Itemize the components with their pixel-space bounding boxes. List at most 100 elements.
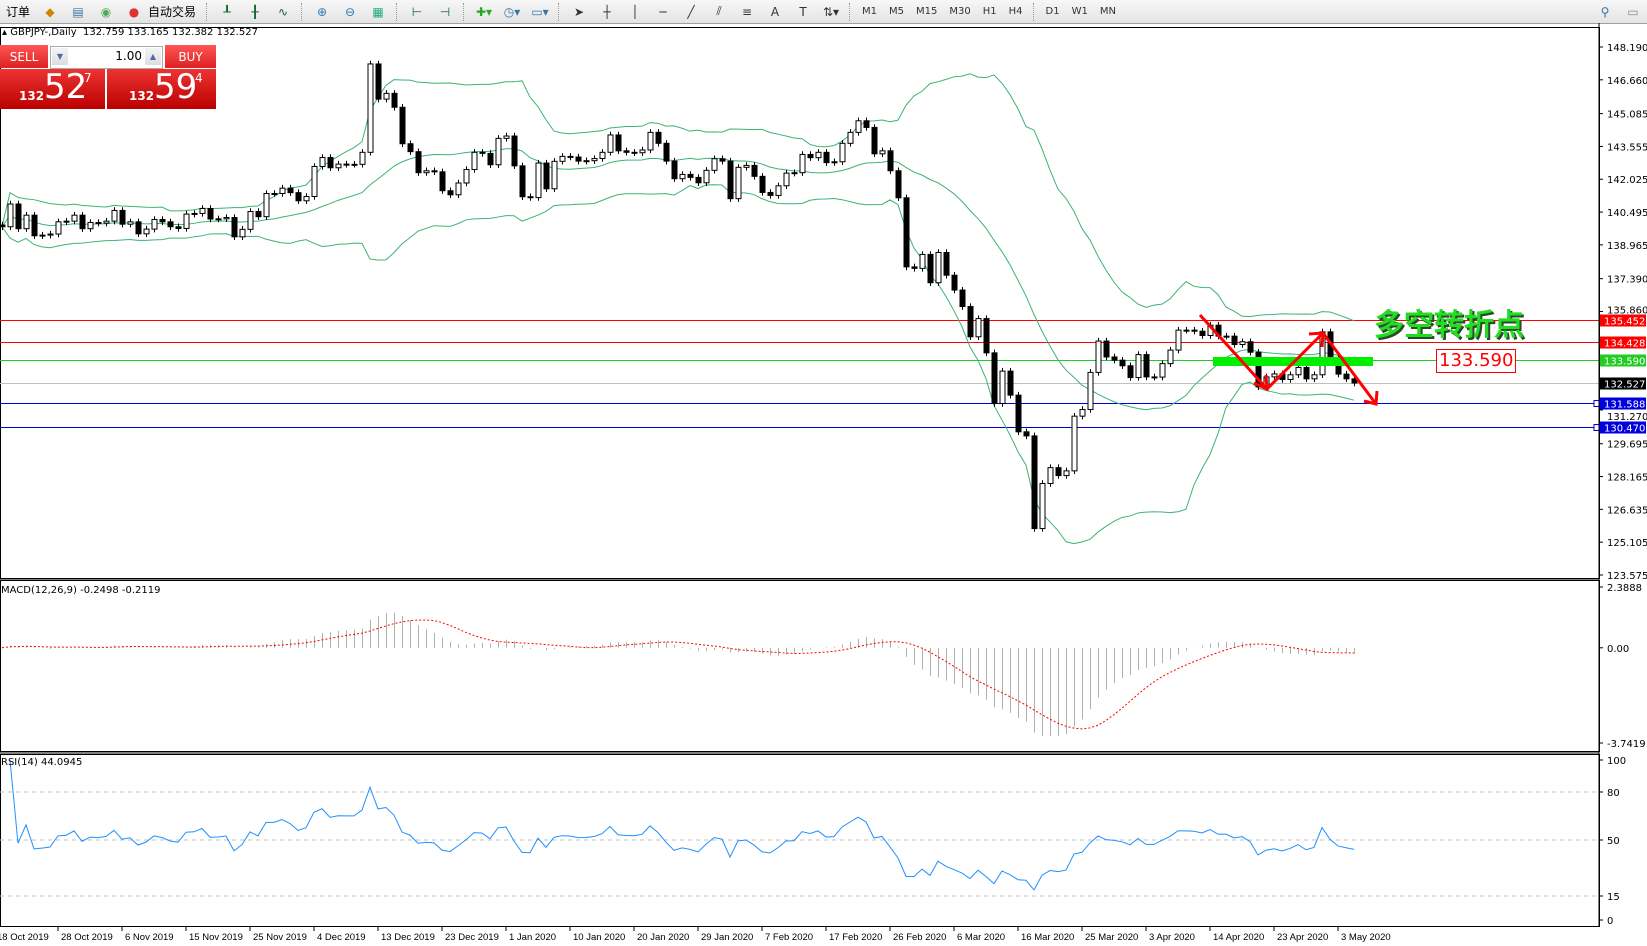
- date-tick-label: 23 Apr 2020: [1277, 932, 1328, 943]
- bear-candle: [391, 92, 398, 108]
- crosshair-icon[interactable]: ┼: [603, 4, 611, 19]
- price-tick-label: 131.270: [1607, 412, 1647, 423]
- bear-candle: [695, 176, 702, 184]
- timeframe-w1[interactable]: W1: [1071, 6, 1088, 17]
- vertical-line-icon[interactable]: │: [631, 4, 639, 19]
- buy-price[interactable]: 132 59 4: [107, 67, 216, 109]
- market-watch-icon[interactable]: ◆: [45, 4, 55, 19]
- zoom-out-icon[interactable]: ⊖: [345, 4, 356, 19]
- text-icon[interactable]: A: [770, 4, 780, 19]
- bear-candle: [175, 226, 182, 229]
- timeframe-h4[interactable]: H4: [1008, 6, 1023, 17]
- date-tick-label: 28 Oct 2019: [61, 932, 113, 943]
- bear-candle: [991, 352, 998, 405]
- timeframe-m30[interactable]: M30: [949, 6, 971, 17]
- bollinger-upper-band: [1, 73, 1355, 322]
- symbol-label: GBPJPY-,Daily: [10, 27, 77, 38]
- arrowhead-down-2: [1363, 390, 1379, 406]
- rsi-panel: [0, 759, 1599, 897]
- cursor-icon[interactable]: ➤: [574, 4, 585, 19]
- horizontal-line-icon[interactable]: ─: [659, 4, 667, 19]
- date-tick-label: 3 Apr 2020: [1149, 932, 1195, 943]
- sell-price[interactable]: 132 52 7: [0, 67, 105, 109]
- bull-candle: [559, 155, 566, 162]
- bull-candle: [463, 168, 470, 184]
- price-tick-label: 126.635: [1607, 505, 1647, 516]
- price-tick-label: 137.390: [1607, 275, 1647, 286]
- pivot-price-label: 133.590: [1604, 357, 1645, 368]
- auto-scroll-icon[interactable]: ⊢: [411, 4, 423, 19]
- price-label-box: [1600, 354, 1646, 367]
- lot-size-input[interactable]: 1.00: [115, 49, 142, 63]
- text-label-icon[interactable]: T: [799, 4, 807, 19]
- trendline-icon[interactable]: ╱: [687, 4, 695, 19]
- date-tick-label: 16 Mar 2020: [1021, 932, 1074, 943]
- fibonacci-icon[interactable]: ≡: [742, 4, 753, 19]
- bear-candle: [1031, 435, 1038, 530]
- decrease-lot-button[interactable]: ▼: [52, 48, 68, 65]
- bear-candle: [407, 143, 414, 153]
- bear-candle: [863, 120, 870, 128]
- increase-lot-button[interactable]: ▲: [145, 48, 161, 65]
- timeframe-m5[interactable]: M5: [889, 6, 905, 17]
- bear-candle: [1151, 376, 1158, 379]
- bear-candle: [871, 126, 878, 155]
- bull-candle: [1175, 329, 1182, 351]
- bear-candle: [431, 170, 438, 173]
- date-tick-label: 17 Feb 2020: [829, 932, 882, 943]
- periods-icon[interactable]: ◷▾: [503, 4, 521, 19]
- zoom-in-icon[interactable]: ⊕: [317, 4, 328, 19]
- price-tick-label: 128.165: [1607, 473, 1647, 484]
- bear-candle: [751, 164, 758, 177]
- equidistant-channel-icon[interactable]: ⫽: [716, 4, 722, 18]
- bull-candle: [55, 221, 62, 235]
- bull-candle: [319, 156, 326, 167]
- bull-candle: [791, 172, 798, 175]
- bollinger-middle-band: [1, 148, 1355, 411]
- bull-candle: [1071, 415, 1078, 472]
- arrowhead-down-1: [1253, 374, 1269, 392]
- bull-candle: [1063, 470, 1070, 477]
- timeframe-mn[interactable]: MN: [1099, 6, 1116, 17]
- lot-size-stepper[interactable]: ▼ 1.00 ▲: [50, 46, 163, 69]
- chat-icon[interactable]: ▭: [1627, 4, 1639, 19]
- bull-candle: [583, 160, 590, 163]
- bull-candle: [103, 220, 110, 224]
- buy-button[interactable]: BUY: [165, 45, 216, 68]
- collapse-arrow-icon[interactable]: ▴: [2, 27, 11, 38]
- indicators-icon[interactable]: ✚▾: [475, 4, 493, 19]
- bear-candle: [543, 162, 550, 190]
- auto-trading-icon[interactable]: ●: [128, 4, 140, 19]
- sell-price-prefix: 132: [19, 89, 45, 103]
- bar-chart-icon[interactable]: ┸: [223, 4, 231, 19]
- line-chart-icon[interactable]: ∿: [278, 4, 289, 19]
- separator: [463, 2, 466, 21]
- tile-windows-icon[interactable]: ▦: [372, 4, 384, 19]
- price-tick-label: 143.555: [1607, 142, 1647, 153]
- new-order-button[interactable]: 订单: [6, 5, 31, 19]
- bear-candle: [207, 208, 214, 220]
- auto-trading-button[interactable]: 自动交易: [148, 5, 197, 19]
- navigator-icon[interactable]: ▤: [72, 4, 84, 19]
- timeframe-m1[interactable]: M1: [862, 6, 878, 17]
- chart-shift-icon[interactable]: ⊣: [439, 4, 451, 19]
- bull-candle: [935, 251, 942, 284]
- arrows-icon[interactable]: ⇅▾: [822, 4, 840, 19]
- separator: [396, 2, 399, 21]
- separator: [558, 2, 561, 21]
- bear-candle: [567, 155, 574, 158]
- bear-candle: [1247, 341, 1254, 353]
- templates-icon[interactable]: ▭▾: [531, 4, 549, 19]
- macd-tick-label: -3.7419: [1607, 739, 1646, 750]
- bull-candle: [151, 218, 158, 230]
- sell-button[interactable]: SELL: [0, 45, 48, 68]
- timeframe-m15[interactable]: M15: [916, 6, 938, 17]
- ohlc-readout: 132.759 133.165 132.382 132.527: [82, 27, 258, 38]
- candlestick-chart-icon[interactable]: ╂: [251, 4, 259, 19]
- timeframe-d1[interactable]: D1: [1045, 6, 1060, 17]
- bull-candle: [743, 164, 750, 168]
- signals-icon[interactable]: ◉: [100, 4, 112, 19]
- search-icon[interactable]: ⚲: [1600, 4, 1610, 19]
- timeframe-h1[interactable]: H1: [982, 6, 997, 17]
- bull-candle: [367, 63, 374, 153]
